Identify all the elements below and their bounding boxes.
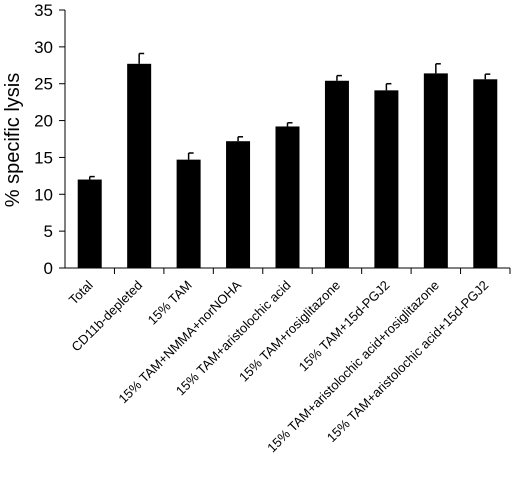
- y-tick-label: 35: [34, 1, 53, 20]
- bar: [324, 80, 349, 268]
- bar: [423, 73, 448, 268]
- y-tick-label: 25: [34, 75, 53, 94]
- x-tick-label: 15% TAM+aristolochic acid+rosiglitazone: [264, 278, 442, 456]
- bar: [275, 126, 300, 269]
- x-tick-label: 15% TAM+15d-PGJ2: [296, 278, 393, 375]
- y-axis-label: % specific lysis: [2, 73, 24, 207]
- bar: [473, 79, 498, 268]
- y-tick-label: 0: [44, 259, 53, 278]
- y-tick-label: 15: [34, 148, 53, 167]
- y-tick-label: 10: [34, 185, 53, 204]
- y-axis-ticks: 0 5 10 15 20 25 30 35: [34, 1, 65, 278]
- bar: [127, 63, 152, 268]
- y-tick-label: 20: [34, 112, 53, 131]
- bars: [77, 52, 498, 269]
- y-tick-label: 30: [34, 38, 53, 57]
- bar: [226, 141, 251, 268]
- x-tick-label: Total: [66, 277, 96, 307]
- bar: [176, 159, 201, 268]
- bar: [374, 90, 399, 268]
- y-tick-label: 5: [44, 222, 53, 241]
- bar: [77, 179, 102, 268]
- x-tick-label: 15% TAM: [145, 278, 195, 328]
